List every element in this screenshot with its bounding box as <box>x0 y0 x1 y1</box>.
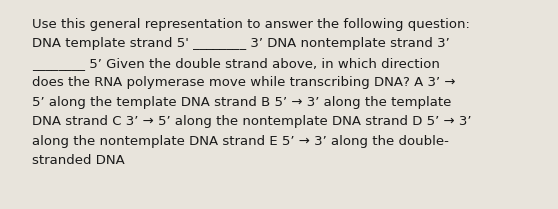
Text: ________ 5’ Given the double strand above, in which direction: ________ 5’ Given the double strand abov… <box>32 57 440 70</box>
Text: 5’ along the template DNA strand B 5’ → 3’ along the template: 5’ along the template DNA strand B 5’ → … <box>32 96 451 109</box>
Text: along the nontemplate DNA strand E 5’ → 3’ along the double-: along the nontemplate DNA strand E 5’ → … <box>32 135 449 148</box>
Text: does the RNA polymerase move while transcribing DNA? A 3’ →: does the RNA polymerase move while trans… <box>32 76 455 89</box>
Text: DNA strand C 3’ → 5’ along the nontemplate DNA strand D 5’ → 3’: DNA strand C 3’ → 5’ along the nontempla… <box>32 115 472 128</box>
Text: Use this general representation to answer the following question:: Use this general representation to answe… <box>32 18 470 31</box>
Text: DNA template strand 5' ________ 3’ DNA nontemplate strand 3’: DNA template strand 5' ________ 3’ DNA n… <box>32 37 450 50</box>
Text: stranded DNA: stranded DNA <box>32 154 125 167</box>
